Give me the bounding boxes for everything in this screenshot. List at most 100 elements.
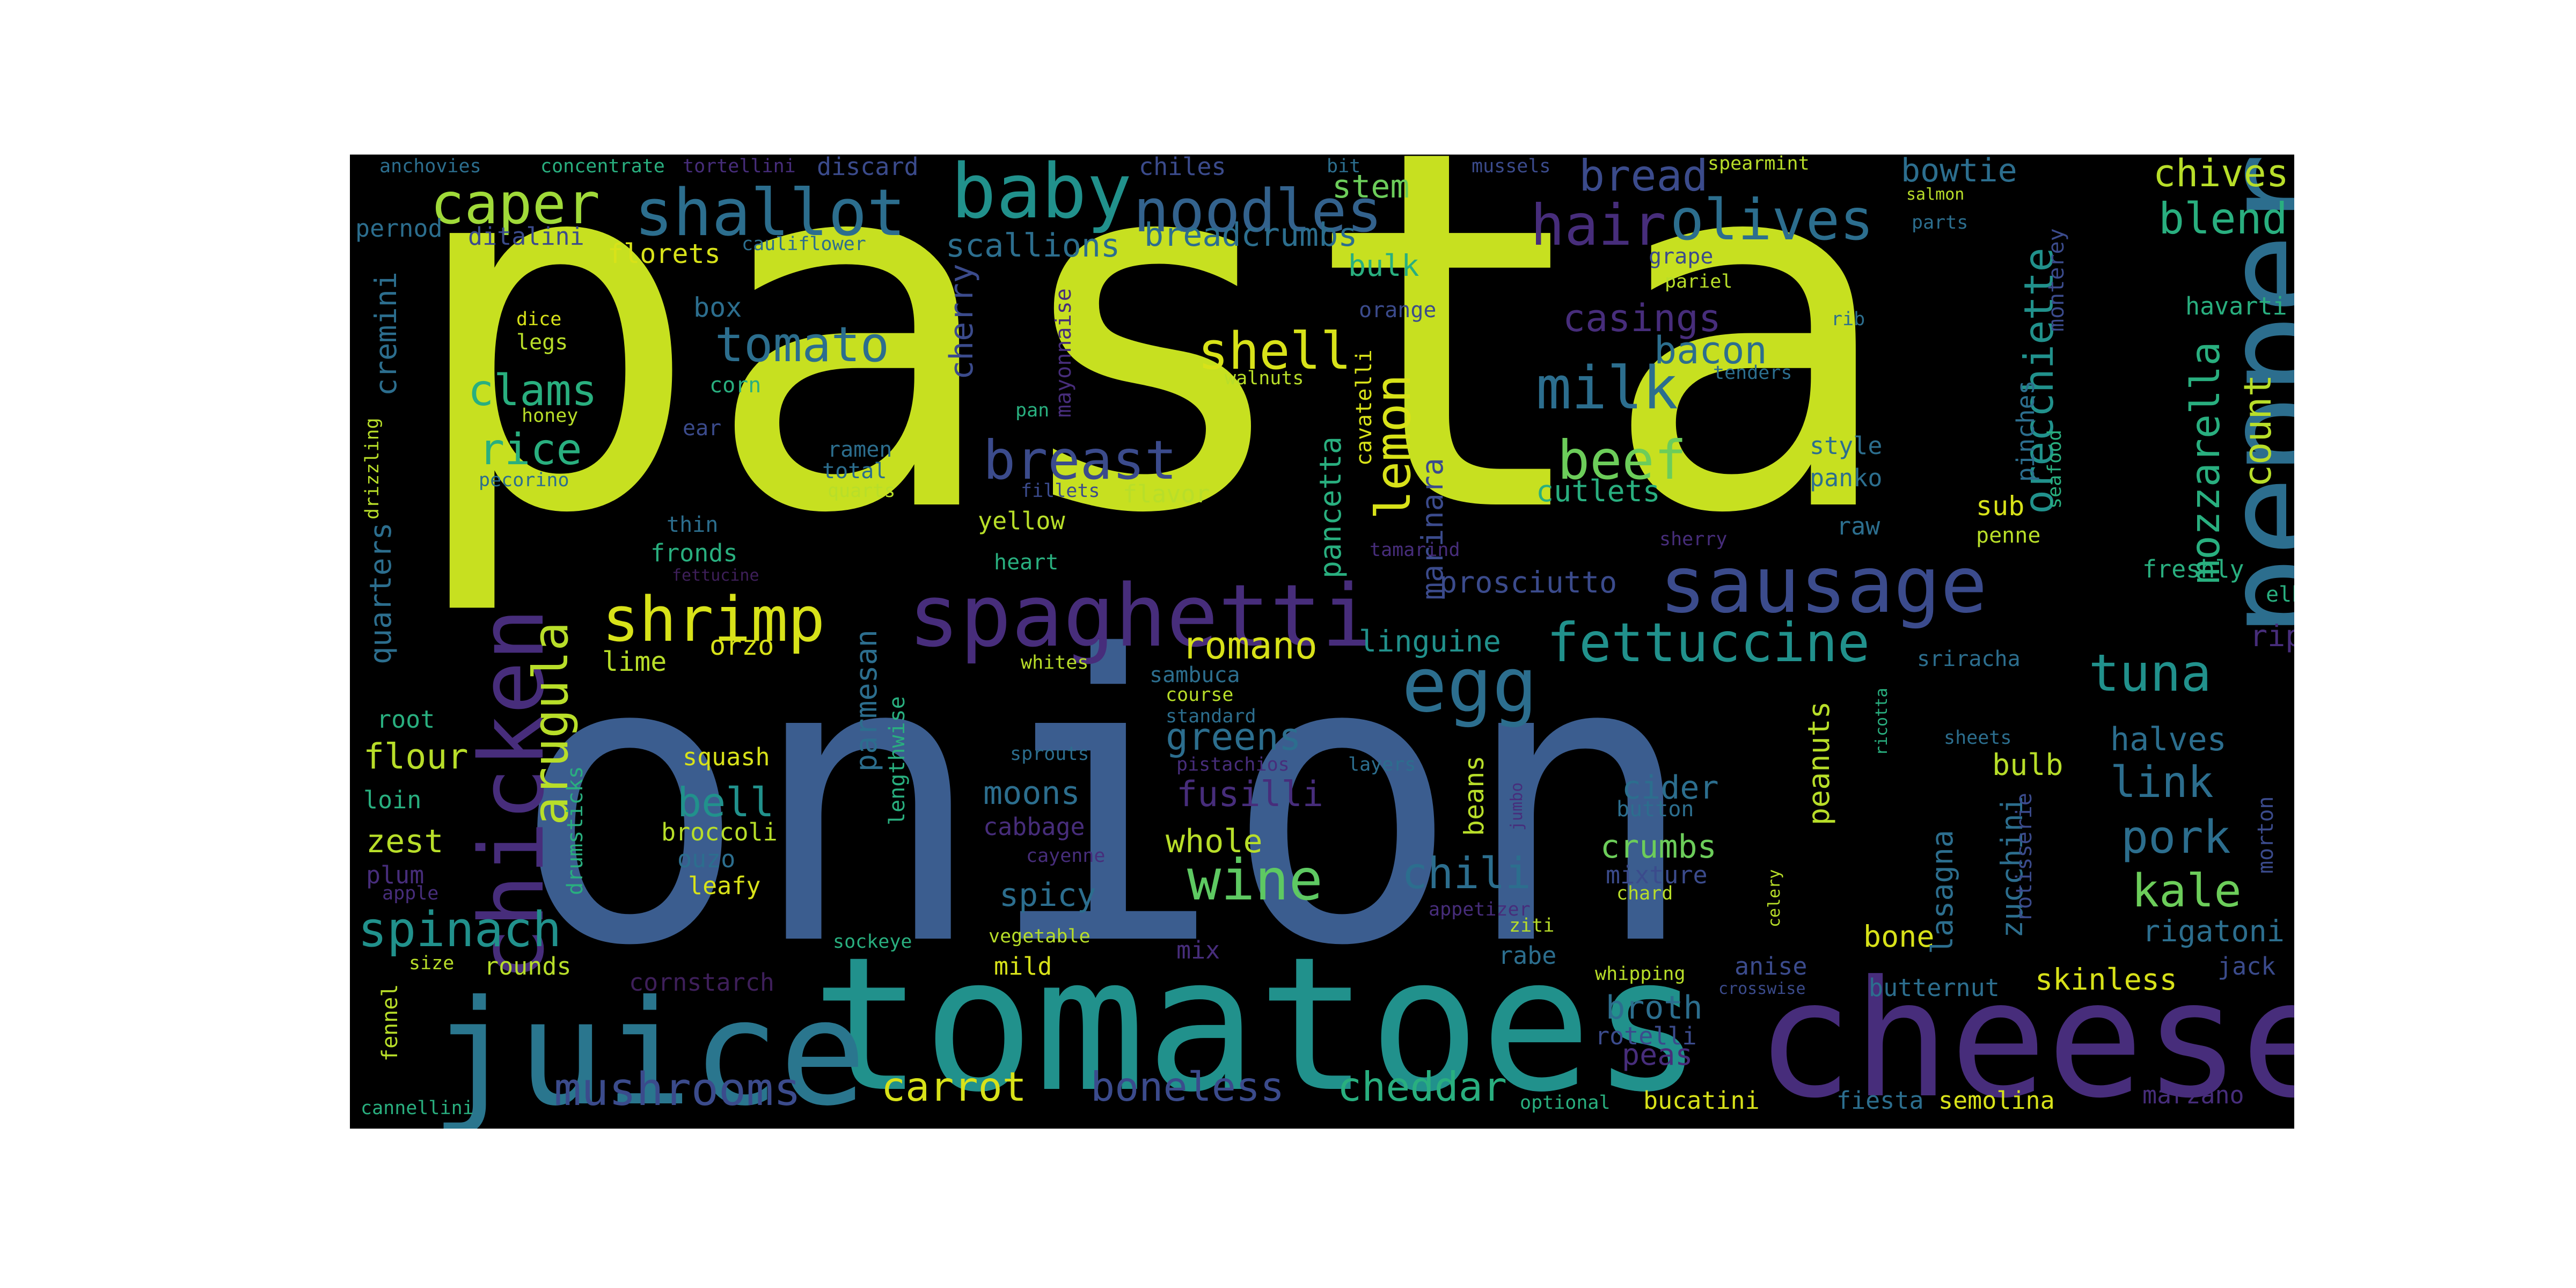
word-breadcrumbs: breadcrumbs — [1144, 216, 1358, 254]
word-pistachios: pistachios — [1176, 754, 1290, 775]
word-grape: grape — [1649, 244, 1714, 269]
word-rotelli: rotelli — [1595, 1022, 1697, 1050]
word-chiles: chiles — [1139, 155, 1226, 181]
word-walnuts: walnuts — [1225, 368, 1304, 389]
word-layers: layers — [1348, 754, 1416, 775]
word-hair: hair — [1531, 193, 1666, 258]
word-greens: greens — [1166, 715, 1301, 759]
word-quarters: quarters — [363, 522, 398, 664]
word-discard: discard — [817, 155, 919, 181]
word-sherry: sherry — [1659, 529, 1728, 550]
word-sausage: sausage — [1659, 540, 1988, 631]
word-fennel: fennel — [378, 984, 402, 1062]
word-peanuts: peanuts — [1802, 701, 1836, 825]
word-ramen: ramen — [828, 437, 892, 462]
word-anise: anise — [1735, 952, 1807, 980]
word-onion: onion — [511, 573, 1699, 1032]
word-mild: mild — [994, 952, 1052, 980]
word-panko: panko — [1810, 464, 1883, 492]
word-rounds: rounds — [484, 952, 572, 980]
word-fettucine: fettucine — [672, 566, 759, 585]
word-sambuca: sambuca — [1150, 663, 1240, 687]
word-ouzo: ouzo — [677, 845, 736, 873]
word-olives: olives — [1670, 187, 1874, 253]
word-style: style — [1810, 431, 1883, 460]
word-sub: sub — [1976, 491, 2025, 522]
word-penne: penne — [1976, 523, 2041, 548]
word-parts: parts — [1912, 212, 1968, 233]
word-cornstarch: cornstarch — [629, 968, 774, 997]
word-lasagna: lasagna — [1925, 830, 1959, 954]
word-clams: clams — [468, 365, 597, 415]
word-mushrooms: mushrooms — [554, 1063, 801, 1116]
word-whipping: whipping — [1595, 963, 1686, 985]
word-quarts: quarts — [828, 480, 896, 502]
word-drizzling: drizzling — [362, 418, 383, 519]
word-fiesta: fiesta — [1836, 1086, 1924, 1115]
word-rice: rice — [479, 425, 582, 474]
word-link: link — [2110, 757, 2214, 807]
word-morton: morton — [2253, 796, 2278, 874]
word-tomato: tomato — [715, 317, 890, 373]
word-seafood: seafood — [2044, 429, 2066, 509]
word-apple: apple — [382, 883, 439, 904]
word-jumbo: jumbo — [1507, 782, 1526, 831]
word-milk: milk — [1536, 354, 1678, 422]
word-flour: flour — [363, 737, 469, 777]
word-romano: romano — [1182, 624, 1318, 668]
word-bit: bit — [1327, 156, 1361, 177]
word-lime: lime — [602, 646, 667, 677]
word-cannellini: cannellini — [361, 1097, 474, 1119]
word-peas: peas — [1622, 1037, 1693, 1072]
word-whole: whole — [1166, 823, 1263, 860]
word-yellow: yellow — [978, 507, 1065, 535]
word-parmesan: parmesan — [849, 630, 883, 772]
word-legs: legs — [516, 330, 568, 355]
word-heart: heart — [994, 550, 1059, 575]
word-spinach: spinach — [358, 902, 562, 958]
word-chives: chives — [2153, 155, 2289, 195]
word-broth: broth — [1606, 989, 1703, 1027]
word-size: size — [409, 953, 455, 974]
word-cheese: cheese — [1756, 946, 2294, 1129]
word-total: total — [822, 459, 887, 484]
word-flavor: flavor — [1123, 480, 1210, 508]
word-monterey: monterey — [2044, 228, 2069, 332]
word-pancetta: pancetta — [1313, 436, 1348, 579]
word-cider: cider — [1622, 769, 1719, 807]
word-drumsticks: drumsticks — [563, 766, 588, 895]
word-root: root — [377, 705, 435, 734]
word-course: course — [1166, 684, 1234, 706]
word-bulk: bulk — [1348, 248, 1419, 283]
word-cheddar: cheddar — [1337, 1063, 1507, 1110]
word-carrot: carrot — [881, 1063, 1027, 1110]
word-sheets: sheets — [1944, 727, 2012, 749]
word-noodles: noodles — [1133, 177, 1382, 245]
word-bell: bell — [677, 779, 774, 826]
word-ditalini: ditalini — [468, 222, 584, 251]
word-cavatelli: cavatelli — [1352, 349, 1377, 466]
word-shell: shell — [1198, 322, 1351, 381]
word-fettuccine: fettuccine — [1547, 611, 1870, 674]
word-tamarind: tamarind — [1370, 539, 1460, 561]
word-skinless: skinless — [2035, 962, 2177, 997]
word-ear: ear — [683, 416, 722, 441]
word-sockeye: sockeye — [833, 931, 912, 953]
word-tenders: tenders — [1713, 362, 1792, 384]
word-stem: stem — [1332, 168, 1410, 206]
word-shallot: shallot — [634, 176, 906, 251]
word-cabbage: cabbage — [983, 813, 1085, 841]
word-spaghetti: spaghetti — [908, 566, 1373, 666]
word-anchovies: anchovies — [379, 156, 481, 177]
word-pasta: pasta — [404, 155, 1898, 622]
word-bowtie: bowtie — [1901, 155, 2017, 189]
word-standard: standard — [1166, 706, 1256, 727]
word-honey: honey — [522, 405, 579, 427]
word-rigatoni: rigatoni — [2142, 914, 2285, 948]
word-fillets: fillets — [1021, 480, 1100, 502]
word-mussels: mussels — [1472, 156, 1551, 177]
word-cutlets: cutlets — [1536, 474, 1660, 508]
word-moons: moons — [983, 774, 1080, 812]
word-cloud: pasta onion tomatoes cheese pepper juice… — [350, 155, 2294, 1129]
word-raw: raw — [1836, 512, 1880, 540]
